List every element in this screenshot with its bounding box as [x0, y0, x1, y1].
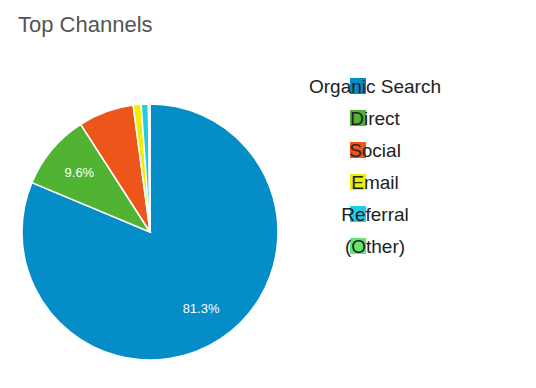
html-text:Top Channels: Top Channels — [18, 12, 153, 37]
svg-text:Direct: Direct — [350, 108, 400, 129]
svg-text:Email: Email — [351, 172, 399, 193]
svg-text:81.3%: 81.3% — [183, 301, 220, 316]
svg-text:Social: Social — [349, 140, 401, 161]
svg-text:(Other): (Other) — [345, 236, 405, 257]
svg-text:Organic Search: Organic Search — [309, 76, 441, 97]
svg-text:Referral: Referral — [341, 204, 409, 225]
svg-text:9.6%: 9.6% — [65, 165, 95, 180]
